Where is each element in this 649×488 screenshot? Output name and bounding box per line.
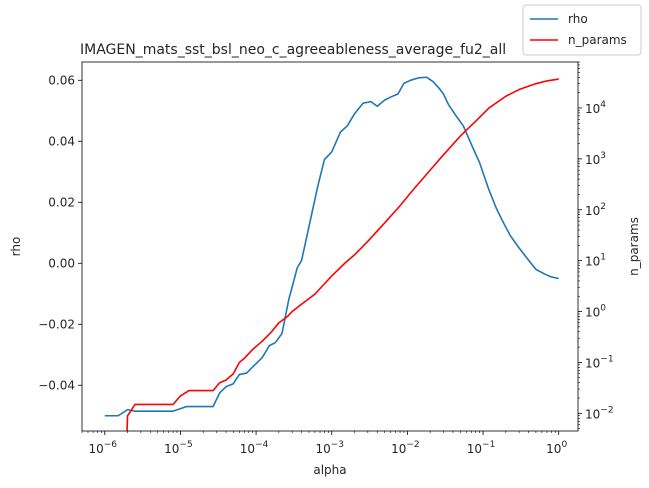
chart-title: IMAGEN_mats_sst_bsl_neo_c_agreeableness_… [80, 42, 506, 58]
x-tick-label: 10−1 [467, 440, 496, 456]
legend-box [522, 4, 642, 56]
y2-tick-label: 10−2 [585, 405, 614, 421]
y2-tick-label: 101 [585, 253, 606, 269]
y-tick-label: 0.02 [48, 195, 75, 209]
legend-label-rho: rho [568, 12, 588, 26]
x-axis-label: alpha [313, 463, 346, 477]
y-tick-label: −0.02 [38, 317, 75, 331]
x-tick-label: 10−4 [240, 440, 269, 456]
x-tick-label: 10−5 [164, 440, 193, 456]
plot-spines [81, 61, 579, 432]
series-line-rho [104, 76, 559, 417]
plot-area [82, 62, 578, 431]
series-line-n-params [126, 78, 559, 431]
y-tick-label: −0.04 [38, 378, 75, 392]
y2-tick-label: 100 [585, 304, 606, 320]
legend: rho n_params [522, 4, 642, 56]
y-tick-label: 0.00 [48, 256, 75, 270]
legend-label-n-params: n_params [568, 33, 627, 47]
y2-tick-label: 10−1 [585, 354, 614, 370]
x-tick-label: 10−3 [315, 440, 344, 456]
series-layer [104, 76, 559, 431]
y2-tick-label: 104 [585, 100, 606, 116]
y2-tick-label: 102 [585, 202, 606, 218]
y-tick-label: 0.04 [48, 134, 75, 148]
x-tick-label: 10−2 [391, 440, 420, 456]
y2-tick-label: 103 [585, 151, 606, 167]
x-tick-label: 100 [546, 440, 567, 456]
y-axis-label: rho [9, 237, 23, 257]
y2-axis-label: n_params [627, 217, 641, 276]
axis-layer: 10−6 10−5 10−4 10−3 10−2 10−1 100 0.06 0.04 0.02 0… [38, 61, 614, 456]
y-tick-label: 0.06 [48, 73, 75, 87]
x-tick-label: 10−6 [88, 440, 117, 456]
